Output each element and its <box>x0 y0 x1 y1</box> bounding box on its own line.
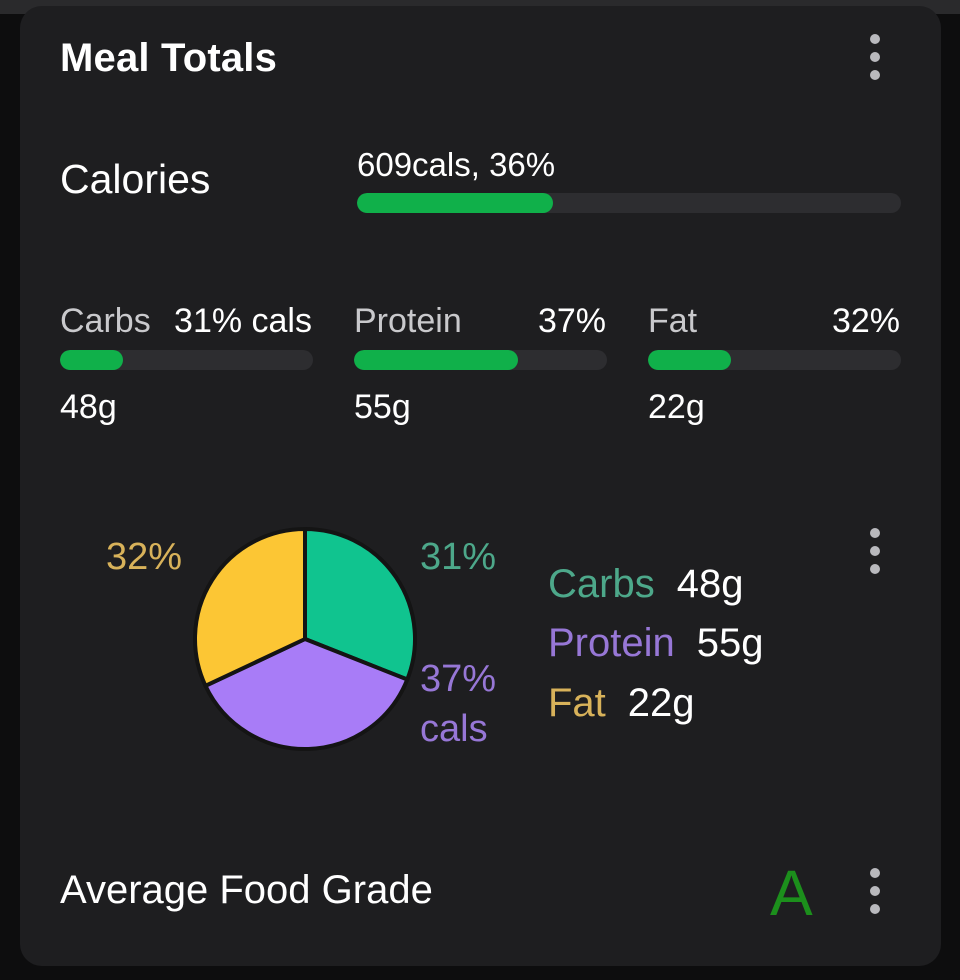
calories-progress-bar <box>357 193 901 213</box>
fat-progress-fill <box>648 350 732 370</box>
average-food-grade-label: Average Food Grade <box>60 868 433 912</box>
fat-progress-bar <box>648 350 901 370</box>
carbs-progress-fill <box>60 350 124 370</box>
legend-protein-grams: 55g <box>696 621 764 665</box>
legend-fat-grams: 22g <box>627 681 695 725</box>
legend-carbs-name: Carbs <box>548 562 655 606</box>
fat-grams: 22g <box>648 388 705 426</box>
carbs-label: Carbs <box>60 302 151 340</box>
food-grade-value: A <box>770 857 813 929</box>
fat-label: Fat <box>648 302 698 340</box>
legend-fat: Fat 22g <box>548 681 695 726</box>
card-title: Meal Totals <box>60 36 278 80</box>
calories-label: Calories <box>60 156 211 202</box>
pie-slice-protein <box>203 637 410 751</box>
legend-protein-name: Protein <box>548 621 675 665</box>
calories-value: 609cals, 36% <box>357 146 556 183</box>
chart-more-options-icon[interactable] <box>865 528 885 574</box>
pie-label-fat: 32% <box>106 536 183 578</box>
protein-label: Protein <box>354 302 462 340</box>
meal-totals-card: Meal Totals Calories 609cals, 36% Carbs … <box>20 6 941 966</box>
legend-fat-name: Fat <box>548 681 606 725</box>
protein-progress-fill <box>354 350 519 370</box>
protein-progress-bar <box>354 350 607 370</box>
protein-percent: 37% <box>537 302 606 340</box>
carbs-progress-bar <box>60 350 313 370</box>
pie-label-protein-unit: cals <box>420 708 488 750</box>
pie-label-carbs: 31% <box>420 536 497 578</box>
calories-progress-fill <box>357 193 553 213</box>
legend-protein: Protein 55g <box>548 621 764 666</box>
legend-carbs-grams: 48g <box>676 562 744 606</box>
pie-label-protein: 37% <box>420 658 497 700</box>
carbs-percent: 31% cals <box>174 302 312 340</box>
pie-slice-carbs <box>303 527 417 682</box>
fat-percent: 32% <box>831 302 900 340</box>
legend-carbs: Carbs 48g <box>548 562 743 607</box>
pie-slice-fat <box>193 527 307 688</box>
more-options-icon[interactable] <box>865 34 885 80</box>
protein-grams: 55g <box>354 388 411 426</box>
carbs-grams: 48g <box>60 388 117 426</box>
macro-pie-chart <box>193 527 417 751</box>
grade-more-options-icon[interactable] <box>865 868 885 914</box>
